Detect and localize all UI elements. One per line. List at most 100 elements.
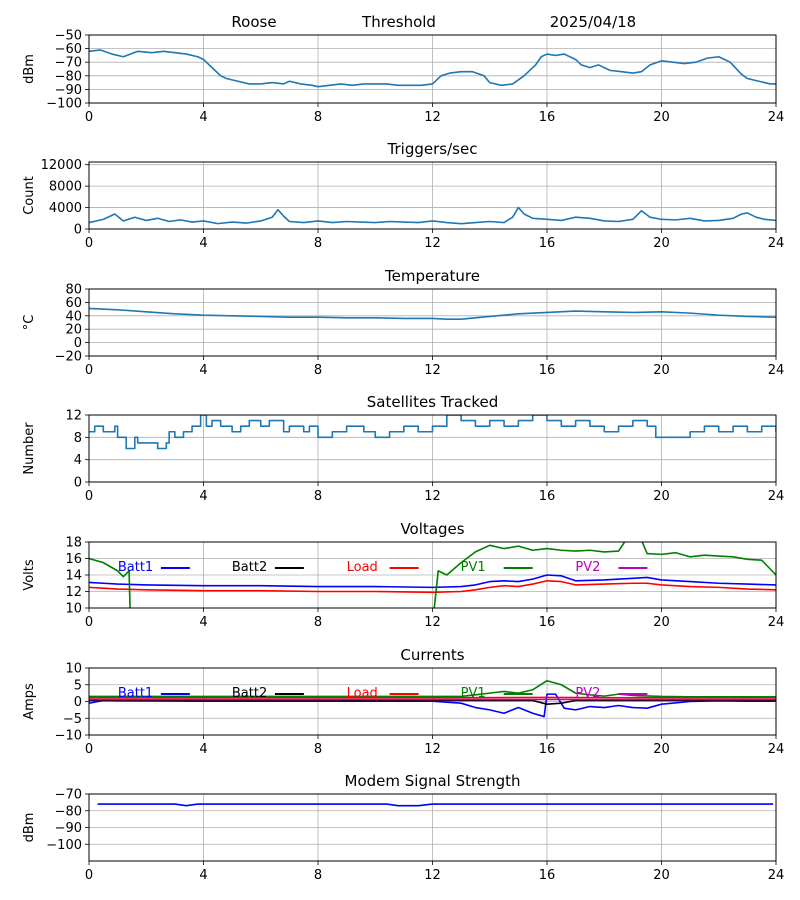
- chart-panel-4: 0 4 8 12 16 20 24 0 4 8 12 Satellites Tracked Number: [22, 393, 784, 504]
- y-tick-label: 0: [74, 695, 82, 710]
- y-tick-label: 8: [74, 431, 82, 446]
- legend-label-batt2: Batt2: [232, 560, 267, 575]
- x-tick-label: 0: [85, 615, 93, 630]
- y-tick-label: 12000: [41, 158, 82, 173]
- y-tick-label: −100: [46, 97, 82, 112]
- x-tick-label: 4: [199, 868, 207, 883]
- x-tick-label: 16: [539, 615, 556, 630]
- chart-panel-1: 0 4 8 12 16 20 24 −100−90−80−70−60−50 dBm: [22, 29, 784, 126]
- series-group: [89, 679, 776, 718]
- series-line: [89, 49, 776, 88]
- y-tick-label: −80: [55, 804, 82, 819]
- y-axis-label: Number: [22, 422, 37, 475]
- series-line-pv1: [89, 679, 776, 698]
- y-tick-label: 20: [65, 323, 82, 338]
- series-group: [89, 542, 776, 608]
- y-tick-label: −5: [63, 712, 82, 727]
- y-axis-label: Amps: [22, 683, 37, 720]
- x-tick-label: 12: [424, 615, 441, 630]
- series-group: [89, 49, 776, 88]
- x-tick-label: 12: [424, 363, 441, 378]
- x-tick-label: 4: [199, 489, 207, 504]
- y-tick-label: 4000: [49, 201, 82, 216]
- y-tick-label: −10: [55, 729, 82, 744]
- chart-title: Temperature: [384, 267, 480, 285]
- y-tick-label: −90: [55, 83, 82, 98]
- y-tick-label: 40: [65, 309, 82, 324]
- x-tick-label: 4: [199, 236, 207, 251]
- y-tick-label: −100: [46, 838, 82, 853]
- legend-label-load: Load: [347, 560, 378, 575]
- x-tick-label: 24: [768, 363, 785, 378]
- y-axis-label: °C: [22, 315, 37, 331]
- x-tick-label: 16: [539, 489, 556, 504]
- series-line: [97, 803, 774, 807]
- series-line: [89, 206, 776, 225]
- y-axis-label: Volts: [22, 559, 37, 591]
- x-tick-label: 4: [199, 363, 207, 378]
- series-group: [89, 415, 776, 450]
- x-tick-label: 8: [314, 489, 322, 504]
- legend-label-pv1: PV1: [461, 686, 486, 701]
- x-tick-label: 24: [768, 742, 785, 757]
- x-tick-label: 24: [768, 236, 785, 251]
- x-tick-label: 12: [424, 489, 441, 504]
- legend-label-batt1: Batt1: [118, 686, 153, 701]
- y-tick-label: −70: [55, 56, 82, 71]
- x-tick-label: 20: [653, 489, 670, 504]
- y-tick-label: −20: [55, 350, 82, 365]
- x-tick-label: 20: [653, 363, 670, 378]
- series-line-batt1: [89, 574, 776, 589]
- x-tick-label: 8: [314, 110, 322, 125]
- x-tick-label: 0: [85, 110, 93, 125]
- legend-label-batt1: Batt1: [118, 560, 153, 575]
- x-tick-label: 8: [314, 236, 322, 251]
- series-line: [89, 415, 776, 450]
- y-tick-label: 12: [65, 409, 82, 424]
- x-tick-label: 8: [314, 742, 322, 757]
- x-tick-label: 24: [768, 615, 785, 630]
- y-axis-label: dBm: [22, 54, 37, 84]
- x-tick-label: 8: [314, 363, 322, 378]
- x-tick-label: 0: [85, 236, 93, 251]
- y-tick-label: 80: [65, 283, 82, 298]
- header-metric: Threshold: [361, 13, 436, 31]
- series-group: [89, 307, 776, 320]
- x-tick-label: 4: [199, 742, 207, 757]
- series-line-load: [89, 579, 776, 594]
- y-tick-label: 16: [65, 552, 82, 567]
- y-tick-label: 10: [65, 662, 82, 677]
- y-tick-label: 14: [65, 569, 82, 584]
- series-line-batt2: [89, 699, 776, 705]
- x-tick-label: 20: [653, 615, 670, 630]
- x-tick-label: 16: [539, 868, 556, 883]
- x-tick-label: 24: [768, 110, 785, 125]
- x-tick-label: 12: [424, 868, 441, 883]
- legend-label-pv1: PV1: [461, 560, 486, 575]
- header-date: 2025/04/18: [550, 13, 636, 31]
- chart-title: Voltages: [400, 520, 464, 538]
- x-tick-label: 20: [653, 868, 670, 883]
- x-tick-label: 16: [539, 236, 556, 251]
- x-tick-label: 4: [199, 615, 207, 630]
- x-tick-label: 0: [85, 363, 93, 378]
- x-tick-label: 0: [85, 489, 93, 504]
- x-tick-label: 12: [424, 236, 441, 251]
- legend-label-pv2: PV2: [575, 560, 600, 575]
- chart-panel-2: 0 4 8 12 16 20 24 0 4000 8000 12000 Triggers/sec Cou…: [22, 140, 784, 251]
- chart-panel-7: 0 4 8 12 16 20 24 −100 −90 −80−70 Modem Signal Str…: [22, 772, 784, 883]
- y-axis-label: Count: [22, 176, 37, 215]
- y-tick-label: −70: [55, 788, 82, 803]
- x-tick-label: 20: [653, 742, 670, 757]
- x-tick-label: 8: [314, 615, 322, 630]
- y-tick-label: 8000: [49, 180, 82, 195]
- series-line-pv1: [89, 542, 776, 608]
- x-tick-label: 12: [424, 742, 441, 757]
- y-axis-label: dBm: [22, 813, 37, 843]
- x-tick-label: 4: [199, 110, 207, 125]
- y-tick-label: −80: [55, 69, 82, 84]
- x-tick-label: 0: [85, 742, 93, 757]
